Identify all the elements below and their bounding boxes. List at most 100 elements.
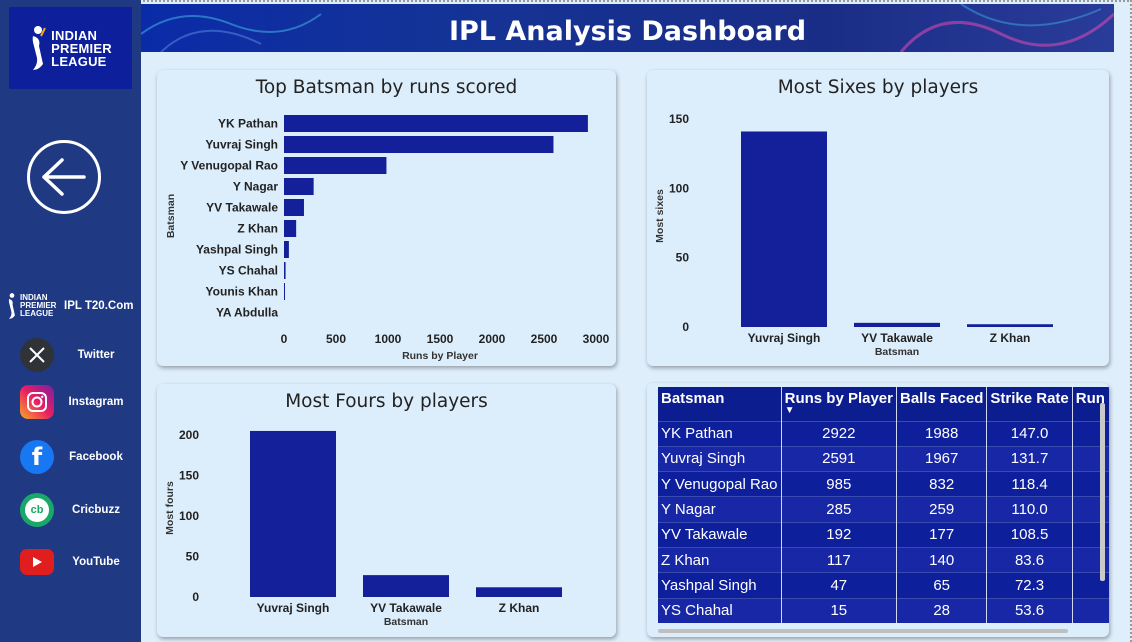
col-header-strike-rate[interactable]: Strike Rate (986, 387, 1073, 421)
table-horizontal-scrollbar[interactable] (658, 629, 1068, 633)
bar (284, 136, 554, 153)
table-row[interactable]: Y Nagar 285 259 110.0 (658, 496, 1109, 523)
table-cell: 108.5 (986, 521, 1073, 548)
col-header-balls-label: Balls Faced (900, 390, 984, 407)
ipl-small-logo-line-1: INDIAN (20, 293, 48, 302)
bar (250, 430, 336, 597)
col-header-runs[interactable]: Runs by Player ▼ (781, 387, 898, 421)
table-cell: 140 (896, 546, 988, 573)
table-cell: 2922 (781, 420, 898, 447)
bar (284, 220, 297, 237)
x-tick-label: 1000 (375, 332, 402, 346)
table-cell: 192 (781, 521, 898, 548)
col-header-balls[interactable]: Balls Faced (896, 387, 988, 421)
ipl-t20-link[interactable]: INDIAN PREMIER LEAGUE IPL T20.Com (6, 286, 138, 326)
table-cell: 53.6 (986, 597, 1073, 624)
col-header-batsman-label: Batsman (661, 390, 725, 407)
table-cell: Z Khan (658, 546, 782, 573)
x-axis-label: Batsman (875, 346, 919, 358)
ipl-small-batsman-icon (8, 293, 15, 319)
instagram-label: Instagram (68, 396, 124, 408)
y-axis-label: Batsman (165, 194, 177, 238)
bar (284, 115, 588, 132)
most-fours-title: Most Fours by players (285, 391, 488, 412)
table-cell: 147.0 (986, 420, 1073, 447)
bar (284, 283, 285, 300)
facebook-label: Facebook (69, 451, 123, 463)
x-tick-label: Yuvraj Singh (257, 601, 330, 615)
table-cell: Yashpal Singh (658, 572, 782, 599)
ipl-logo-line-1: INDIAN (51, 27, 98, 43)
table-header-row: Batsman Runs by Player ▼ Balls Faced Stri… (658, 387, 1109, 421)
table-cell: 2591 (781, 445, 898, 472)
col-header-strike-rate-label: Strike Rate (990, 390, 1069, 407)
table-row[interactable]: YV Takawale 192 177 108.5 (658, 521, 1109, 548)
back-button[interactable] (27, 140, 101, 214)
table-cell: 1967 (896, 445, 988, 472)
x-tick-label: 1500 (427, 332, 454, 346)
youtube-link[interactable]: YouTube (6, 542, 138, 582)
batsman-table-card: Batsman Runs by Player ▼ Balls Faced Stri… (647, 383, 1109, 637)
most-fours-card: Most Fours by players 0 50 100 150 200 Yuvraj… (157, 384, 616, 637)
table-cell: Y Venugopal Rao (658, 471, 782, 497)
y-tick-label: YS Chahal (219, 264, 278, 278)
table-row[interactable]: Z Khan 117 140 83.6 (658, 546, 1109, 573)
table-cell: 285 (781, 496, 898, 523)
cricbuzz-icon: cb (20, 493, 54, 527)
ipl-logo: INDIAN PREMIER LEAGUE (29, 24, 112, 72)
y-tick-label: Younis Khan (206, 285, 278, 299)
x-tick-label: 0 (281, 332, 288, 346)
most-sixes-title: Most Sixes by players (777, 77, 979, 98)
bar (284, 262, 286, 279)
twitter-label: Twitter (77, 349, 115, 361)
table-cell: Yuvraj Singh (658, 445, 782, 472)
x-tick-label: Z Khan (990, 331, 1031, 345)
y-tick-label: 150 (179, 469, 199, 483)
ipl-small-logo-icon: INDIAN PREMIER LEAGUE (6, 292, 64, 320)
cricbuzz-link[interactable]: cb Cricbuzz (6, 490, 138, 530)
col-header-runs-label: Runs by Player (784, 390, 893, 407)
top-batsman-card: Top Batsman by runs scored YK Pathan Yuvr… (157, 70, 616, 366)
table-row[interactable]: YS Chahal 15 28 53.6 (658, 597, 1109, 624)
table-row[interactable]: YK Pathan 2922 1988 147.0 (658, 420, 1109, 447)
x-tick-label: YV Takawale (861, 331, 933, 345)
table-cell: 832 (896, 471, 988, 497)
table-row[interactable]: Yuvraj Singh 2591 1967 131.7 (658, 445, 1109, 472)
table-cell: 72.3 (986, 572, 1073, 599)
y-tick-label: 150 (669, 112, 689, 126)
table-vertical-scrollbar[interactable] (1100, 403, 1105, 581)
table-cell: 259 (896, 496, 988, 523)
youtube-label: YouTube (72, 556, 120, 568)
bar (741, 131, 827, 327)
x-tick-label: 2000 (479, 332, 506, 346)
table-row[interactable]: Y Venugopal Rao 985 832 118.4 (658, 471, 1109, 497)
twitter-link[interactable]: Twitter (6, 335, 138, 375)
y-tick-label: Yashpal Singh (196, 243, 278, 257)
table-cell: YS Chahal (658, 597, 782, 624)
table-cell: 65 (896, 572, 988, 599)
instagram-icon (20, 385, 54, 419)
sidebar: INDIAN PREMIER LEAGUE INDIAN PREMIER LEA… (0, 0, 141, 642)
bar (967, 324, 1053, 327)
x-axis-label: Batsman (384, 616, 428, 628)
y-tick-label: 100 (179, 509, 199, 523)
header-decoration (141, 4, 1114, 52)
table-cell: 28 (896, 597, 988, 624)
table-row[interactable]: Yashpal Singh 47 65 72.3 (658, 572, 1109, 599)
table-body: YK Pathan 2922 1988 147.0 Yuvraj Singh 2591 19… (658, 420, 1109, 624)
instagram-link[interactable]: Instagram (6, 382, 138, 422)
y-axis-label: Most sixes (654, 189, 666, 243)
bar (363, 575, 449, 597)
table-cell: Y Nagar (658, 496, 782, 523)
table-cell: 985 (781, 471, 898, 497)
most-sixes-chart: 0 50 100 150 Yuvraj Singh YV Takawale Z Khan Ba… (654, 112, 1053, 358)
header-banner: IPL Analysis Dashboard (141, 4, 1114, 52)
x-tick-label: Z Khan (499, 601, 540, 615)
arrow-left-icon (42, 158, 86, 196)
page-title: IPL Analysis Dashboard (448, 16, 807, 47)
facebook-link[interactable]: f Facebook (6, 437, 138, 477)
y-tick-label: 50 (676, 251, 690, 265)
col-header-batsman[interactable]: Batsman (658, 387, 782, 421)
ipl-small-logo-line-3: LEAGUE (20, 309, 54, 318)
frame-right-border (1128, 0, 1132, 642)
